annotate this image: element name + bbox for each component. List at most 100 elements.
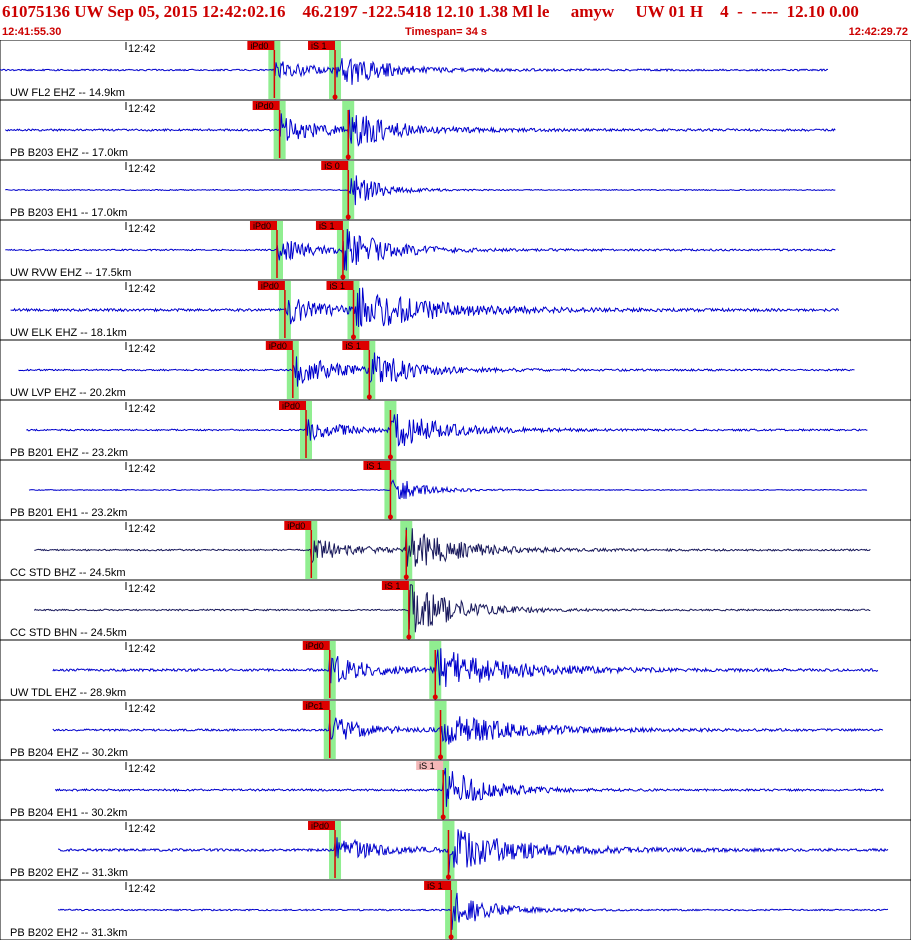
- trace-station-label: UW RVW EHZ -- 17.5km: [10, 267, 131, 279]
- s-pick-dot: [345, 154, 351, 160]
- trace-station-label: PB B202 EH2 -- 31.3km: [10, 927, 127, 939]
- trace-station-label: PB B203 EHZ -- 17.0km: [10, 147, 128, 159]
- s-pick-label: iS 1: [311, 41, 327, 51]
- p-pick-label: iPd0: [311, 821, 329, 831]
- p-pick-label: iPd0: [261, 281, 279, 291]
- record-header: 61075136 UW Sep 05, 2015 12:42:02.16 46.…: [0, 0, 911, 40]
- p-pick-label: iPd0: [253, 221, 271, 231]
- waveform: [28, 479, 868, 500]
- trace-time-label: 12:42: [128, 163, 156, 175]
- event-title: 61075136 UW Sep 05, 2015 12:42:02.16 46.…: [2, 2, 859, 21]
- trace-station-label: CC STD BHZ -- 24.5km: [10, 567, 126, 579]
- waveform: [4, 109, 836, 147]
- trace-time-label: 12:42: [128, 343, 156, 355]
- s-pick-dot: [366, 394, 372, 400]
- s-pick-label: iS 1: [419, 761, 435, 771]
- s-pick-dot: [403, 574, 409, 580]
- waveform: [52, 716, 884, 745]
- s-pick-label: iS 1: [366, 461, 382, 471]
- trace-panel: 12:42 iS 1 CC STD BHN -- 24.5km: [0, 579, 911, 641]
- trace-station-label: PB B201 EHZ -- 23.2km: [10, 447, 128, 459]
- s-pick-dot: [387, 514, 393, 520]
- trace-station-label: PB B202 EHZ -- 31.3km: [10, 867, 128, 879]
- s-pick-label: iS 1: [427, 881, 443, 891]
- trace-time-label: 12:42: [128, 883, 156, 895]
- p-pick-label-box: [302, 641, 330, 650]
- s-pick-label: iS 1: [345, 341, 361, 351]
- trace-time-label: 12:42: [128, 103, 156, 115]
- trace-panel: 12:42 iPd0 PB B201 EHZ -- 23.2km: [0, 399, 911, 461]
- waveform: [5, 175, 836, 206]
- trace-time-label: 12:42: [128, 763, 156, 775]
- trace-station-label: UW ELK EHZ -- 18.1km: [10, 327, 127, 339]
- s-pick-label-box: [315, 221, 343, 230]
- trace-panel: 12:42 iS 0 PB B203 EH1 -- 17.0km: [0, 159, 911, 221]
- p-pick-label: iPd0: [287, 521, 305, 531]
- waveform: [0, 58, 829, 85]
- trace-time-label: 12:42: [128, 643, 156, 655]
- s-pick-dot: [445, 874, 451, 880]
- trace-panel: 12:42 iPd0 PB B203 EHZ -- 17.0km: [0, 99, 911, 161]
- p-pick-label-box: [265, 341, 293, 350]
- s-pick-label-box: [424, 881, 452, 890]
- s-pick-label-box: [342, 341, 370, 350]
- waveform: [26, 413, 868, 447]
- p-pick-label: iPd0: [256, 101, 274, 111]
- s-pick-label: iS 0: [324, 161, 340, 171]
- s-pick-dot: [406, 634, 412, 640]
- p-pick-label-box: [257, 281, 285, 290]
- p-pick-label-box: [284, 521, 312, 530]
- p-pick-label-box: [252, 101, 280, 110]
- s-pick-dot: [387, 454, 393, 460]
- trace-panel: 12:42 iPd0 iS 1 UW ELK EHZ -- 18.1km: [0, 279, 911, 341]
- trace-time-label: 12:42: [128, 823, 156, 835]
- trace-station-label: UW TDL EHZ -- 28.9km: [10, 687, 126, 699]
- trace-panel: 12:42 iPd0 PB B202 EHZ -- 31.3km: [0, 819, 911, 881]
- trace-time-label: 12:42: [128, 403, 156, 415]
- trace-panel: 12:42 iPd0 CC STD BHZ -- 24.5km: [0, 519, 911, 581]
- trace-panel: 12:42 iPd0 iS 1 UW RVW EHZ -- 17.5km: [0, 219, 911, 281]
- s-pick-dot: [350, 334, 356, 340]
- s-pick-label-box: [308, 41, 336, 50]
- s-pick-dot: [438, 754, 444, 760]
- waveform: [54, 767, 884, 807]
- s-pick-label-box: [363, 461, 391, 470]
- seismogram-panels: 12:42 iPd0 iS 1 UW FL2 EHZ -- 14.9km 12:42 iP…: [0, 40, 911, 940]
- trace-station-label: UW FL2 EHZ -- 14.9km: [10, 87, 125, 99]
- s-pick-dot: [448, 934, 454, 940]
- trace-time-label: 12:42: [128, 703, 156, 715]
- waveform: [5, 228, 836, 271]
- p-pick-label-box: [279, 401, 307, 410]
- s-pick-dot: [332, 94, 338, 100]
- trace-panel: 12:42 iS 1 PB B202 EH2 -- 31.3km: [0, 879, 911, 940]
- p-pick-label-box: [247, 41, 275, 50]
- trace-time-label: 12:42: [128, 223, 156, 235]
- timespan-label: Timespan= 34 s: [405, 26, 488, 38]
- end-time: 12:42:29.72: [848, 26, 908, 38]
- trace-panel: 12:42 iPd0 iS 1 UW LVP EHZ -- 20.2km: [0, 339, 911, 401]
- s-pick-label-box: [416, 761, 444, 770]
- s-pick-label-box: [381, 581, 409, 590]
- trace-panel: 12:42 iPd0 UW TDL EHZ -- 28.9km: [0, 639, 911, 701]
- trace-time-label: 12:42: [128, 523, 156, 535]
- p-pick-label-box: [249, 221, 277, 230]
- p-pick-label: iPd0: [282, 401, 300, 411]
- p-pick-label: iPc1: [306, 701, 324, 711]
- trace-panel: 12:42 iS 1 PB B204 EH1 -- 30.2km: [0, 759, 911, 821]
- s-pick-dot: [432, 694, 438, 700]
- trace-time-label: 12:42: [128, 583, 156, 595]
- waveform: [33, 584, 871, 633]
- s-pick-dot: [340, 274, 346, 280]
- trace-station-label: PB B204 EHZ -- 30.2km: [10, 747, 128, 759]
- p-pick-label: iPd0: [269, 341, 287, 351]
- trace-time-label: 12:42: [128, 43, 156, 55]
- waveform: [18, 352, 855, 387]
- waveform: [10, 287, 840, 328]
- s-pick-dot: [440, 814, 446, 820]
- s-pick-label: iS 1: [385, 581, 401, 591]
- p-pick-label-box: [302, 701, 330, 710]
- waveform: [58, 829, 889, 873]
- p-pick-label: iPd0: [306, 641, 324, 651]
- trace-station-label: PB B201 EH1 -- 23.2km: [10, 507, 127, 519]
